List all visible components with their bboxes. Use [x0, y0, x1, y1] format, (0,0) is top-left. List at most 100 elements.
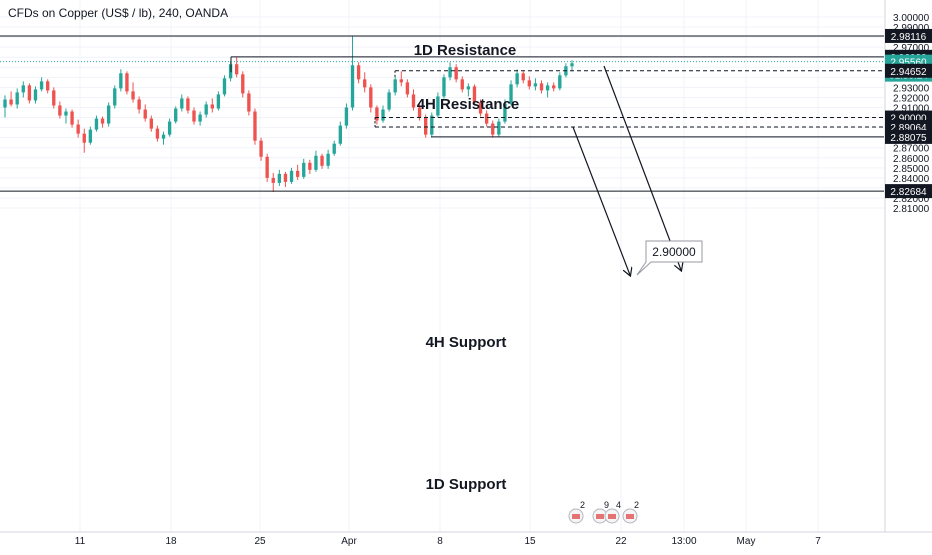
- candle-body: [302, 162, 306, 177]
- candle-body: [174, 108, 178, 122]
- candle-body: [375, 107, 379, 121]
- price-tag-support-1d: 2.82684: [890, 187, 927, 198]
- candle-body: [472, 86, 477, 103]
- x-tick-label: 7: [815, 536, 821, 547]
- candle-body: [381, 109, 385, 121]
- x-tick-label: 25: [254, 536, 266, 547]
- candle-body: [125, 73, 129, 92]
- candle-body: [76, 124, 80, 134]
- candle-body: [70, 111, 74, 125]
- candle-body: [180, 98, 184, 109]
- support-4h-label: 4H Support: [426, 334, 507, 351]
- price-tag-resistance-1d-box: [885, 28, 932, 43]
- candle-body: [448, 67, 452, 78]
- price-tag-resistance-1d: 2.98116: [891, 32, 927, 43]
- candle-body: [460, 79, 464, 90]
- candle-body: [484, 113, 489, 124]
- candle-body: [533, 83, 538, 87]
- candle-body: [204, 104, 208, 115]
- candle-body: [253, 111, 257, 141]
- candle-body: [515, 73, 519, 85]
- event-count: 4: [616, 500, 621, 510]
- candle-body: [216, 94, 221, 109]
- x-tick-label: May: [737, 536, 756, 547]
- candle-body: [88, 129, 93, 143]
- y-tick-label: 2.92000: [893, 93, 930, 104]
- candle-body: [527, 80, 531, 87]
- candle-body: [64, 111, 68, 116]
- event-flag-stripe: [596, 514, 604, 519]
- candle-body: [271, 177, 275, 183]
- candle-body: [131, 91, 135, 100]
- x-tick-label: 15: [524, 536, 536, 547]
- candle-body: [82, 133, 86, 143]
- candle-body: [424, 117, 428, 135]
- candle-body: [259, 140, 263, 157]
- candle-body: [94, 118, 99, 130]
- candle-body: [369, 87, 373, 108]
- price-tag-support-4h: 2.88075: [890, 133, 927, 144]
- candle-body: [241, 74, 245, 94]
- y-tick-label: 2.84000: [893, 174, 930, 185]
- candle-body: [222, 78, 227, 95]
- projection-arrow-short: [572, 126, 630, 275]
- candle-body: [210, 104, 214, 109]
- x-tick-label: 18: [165, 536, 177, 547]
- y-tick-label: 2.93000: [893, 83, 930, 94]
- candle-body: [3, 99, 7, 108]
- price-tag-dashed-3: 2.89064: [890, 123, 927, 134]
- candle-body: [503, 103, 507, 122]
- candle-body: [405, 82, 410, 95]
- candle-body: [442, 77, 446, 97]
- price-tag-support-1d-box: [885, 184, 932, 199]
- candle-body: [552, 85, 556, 89]
- event-count: 2: [580, 500, 585, 510]
- y-tick-label: 2.81000: [893, 204, 930, 215]
- candle-body: [167, 121, 172, 135]
- projection-arrow-long: [603, 65, 681, 270]
- candle-body: [119, 73, 123, 89]
- level-layer: 1D Resistance 4H Resistance 4H Support 1D S…: [0, 35, 884, 493]
- event-flag-stripe: [608, 514, 616, 519]
- candle-body: [186, 98, 190, 111]
- y-tick-label: 2.85000: [893, 164, 930, 175]
- candle-body: [308, 162, 312, 170]
- candle-body: [161, 134, 166, 139]
- x-tick-label: 8: [437, 536, 443, 547]
- candle-body: [289, 170, 294, 182]
- symbol-title: CFDs on Copper (US$ / lb), 240, OANDA: [8, 6, 229, 20]
- candle-body: [387, 92, 391, 110]
- candle-body: [521, 73, 525, 81]
- candle-body: [509, 84, 513, 104]
- candle-body: [436, 96, 440, 116]
- candle-body: [235, 64, 239, 75]
- price-tag-dashed-1: 2.94652: [890, 67, 927, 78]
- candle-body: [454, 67, 458, 80]
- y-tick-label: 2.87000: [893, 144, 930, 155]
- candle-body: [106, 105, 111, 124]
- candle-body: [52, 90, 56, 106]
- candle-body: [283, 173, 288, 182]
- price-tag-dashed-2: 2.90000: [890, 114, 927, 125]
- candle-body: [466, 86, 471, 90]
- candle-body: [393, 79, 397, 93]
- candle-body: [277, 173, 282, 183]
- candle-body: [558, 75, 562, 89]
- candle-body: [350, 65, 355, 108]
- y-tick-label: 3.00000: [893, 13, 930, 24]
- y-tick-label: 2.82000: [893, 194, 930, 205]
- grid-layer: [0, 0, 884, 532]
- price-tag-current: 2.95560: [890, 58, 927, 69]
- event-count: 2: [634, 500, 639, 510]
- candle-body: [411, 94, 416, 108]
- candle-body: [478, 102, 483, 114]
- candle-body: [332, 143, 336, 154]
- candle-body: [113, 88, 117, 106]
- candle-body: [15, 92, 19, 105]
- candle-body: [539, 83, 544, 91]
- price-tag-support-4h-box: [885, 129, 932, 144]
